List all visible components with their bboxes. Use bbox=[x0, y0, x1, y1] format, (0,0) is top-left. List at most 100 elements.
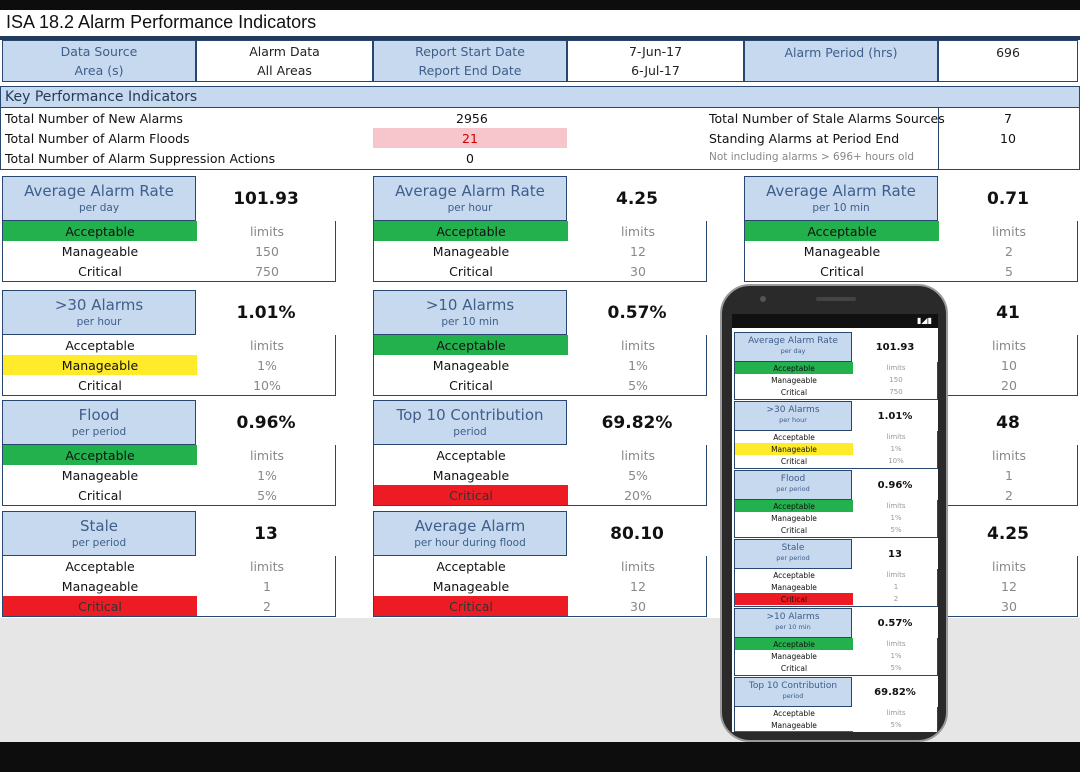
level-acceptable: Acceptable bbox=[374, 221, 568, 241]
alarm-period-label: Alarm Period (hrs) bbox=[784, 45, 898, 60]
level-manageable: Manageable bbox=[432, 467, 510, 483]
phone-level-manageable: Manageable bbox=[771, 582, 817, 592]
card-value: 48 bbox=[996, 412, 1020, 433]
critical-limit: 2 bbox=[1005, 487, 1013, 503]
level-critical: Critical bbox=[78, 487, 122, 503]
critical-limit: 5 bbox=[1005, 263, 1013, 279]
card-title-box: >30 Alarms per hour bbox=[2, 290, 196, 335]
card-value: 0.57% bbox=[607, 302, 667, 323]
title-divider bbox=[0, 36, 1080, 40]
phone-card-value: 1.01% bbox=[877, 410, 913, 422]
card-thresholds: Acceptable Manageable Critical limits 1% 10% bbox=[2, 335, 336, 396]
card-title-box: >10 Alarms per 10 min bbox=[373, 290, 567, 335]
phone-manageable-limit: 150 bbox=[889, 376, 903, 384]
card-title: Average Alarm Rate bbox=[395, 182, 545, 200]
level-acceptable: Acceptable bbox=[436, 558, 506, 574]
card-value: 69.82% bbox=[601, 412, 673, 433]
card-thresholds: Acceptable Manageable Critical limits 150 750 bbox=[2, 221, 336, 282]
report-dates-header: Report Start Date Report End Date bbox=[373, 40, 567, 82]
phone-card-subtitle: per period bbox=[776, 485, 810, 493]
phone-screen: ▮◢▮ Average Alarm Rate per day 101.93 Accep… bbox=[732, 314, 938, 732]
card-title-box: Average Alarm Rate per day bbox=[2, 176, 196, 221]
limits-header: limits bbox=[620, 447, 655, 463]
card-value: 41 bbox=[996, 302, 1020, 323]
level-acceptable: Acceptable bbox=[65, 337, 135, 353]
phone-card-title: Average Alarm Rate bbox=[748, 336, 838, 346]
level-manageable: Manageable bbox=[432, 578, 510, 594]
data-source-header: Data Source Area (s) bbox=[2, 40, 196, 82]
level-critical: Critical bbox=[374, 596, 568, 616]
area-label: Area (s) bbox=[74, 63, 124, 78]
floods-label: Total Number of Alarm Floods bbox=[5, 131, 190, 146]
card-subtitle: period bbox=[453, 426, 487, 438]
phone-card-title-box: Top 10 Contribution period bbox=[734, 677, 852, 707]
data-source-values: Alarm Data All Areas bbox=[196, 40, 373, 82]
top-border bbox=[0, 0, 1080, 10]
card-title-box: Average Alarm Rate per hour bbox=[373, 176, 567, 221]
phone-critical-limit: 750 bbox=[889, 388, 903, 396]
report-start-value[interactable]: 7-Jun-17 bbox=[628, 44, 683, 59]
report-end-value[interactable]: 6-Jul-17 bbox=[631, 63, 680, 78]
card-subtitle: per hour bbox=[447, 202, 493, 214]
card-value: 13 bbox=[254, 523, 278, 544]
phone-level-manageable: Manageable bbox=[771, 513, 817, 523]
phone-level-manageable: Manageable bbox=[771, 720, 817, 730]
phone-card-title-box: Stale per period bbox=[734, 539, 852, 569]
phone-card-title: >10 Alarms bbox=[766, 612, 820, 622]
phone-card-title-box: Average Alarm Rate per day bbox=[734, 332, 852, 362]
phone-card-title: Stale bbox=[781, 543, 805, 553]
card-title-box: Stale per period bbox=[2, 511, 196, 556]
critical-limit: 10% bbox=[253, 377, 281, 393]
phone-limits-header: limits bbox=[886, 640, 906, 648]
manageable-limit: 1% bbox=[257, 467, 277, 483]
card-title: >30 Alarms bbox=[54, 296, 144, 314]
alarm-period-cell[interactable]: 696 bbox=[938, 40, 1078, 82]
report-dates-values: 7-Jun-17 6-Jul-17 bbox=[567, 40, 744, 82]
level-critical: Critical bbox=[374, 485, 568, 505]
phone-level-critical: Critical bbox=[780, 525, 808, 535]
card-value: 101.93 bbox=[233, 188, 299, 209]
report-start-label: Report Start Date bbox=[415, 44, 525, 59]
phone-level-manageable: Manageable bbox=[771, 375, 817, 385]
card-subtitle: per hour during flood bbox=[414, 537, 526, 549]
card-title: Stale bbox=[80, 517, 118, 535]
phone-card-thresholds: Acceptable Manageable Critical limits 1% 5% bbox=[734, 500, 938, 538]
suppression-value: 0 bbox=[466, 151, 474, 166]
card-title-box: Top 10 Contribution period bbox=[373, 400, 567, 445]
card-thresholds: Acceptable Manageable Critical limits 12 30 bbox=[373, 556, 707, 617]
card-thresholds: Acceptable Manageable Critical limits 1% 5% bbox=[373, 335, 707, 396]
kpi-section-title: Key Performance Indicators bbox=[5, 89, 198, 105]
floods-value-cell: 21 bbox=[373, 128, 567, 148]
phone-level-acceptable: Acceptable bbox=[773, 570, 815, 580]
phone-card-value: 0.57% bbox=[877, 617, 913, 629]
card-value: 1.01% bbox=[236, 302, 296, 323]
phone-card-title-box: >30 Alarms per hour bbox=[734, 401, 852, 431]
area-value[interactable]: All Areas bbox=[257, 63, 312, 78]
phone-manageable-limit: 5% bbox=[890, 721, 902, 729]
level-acceptable: Acceptable bbox=[65, 558, 135, 574]
phone-card-title: Flood bbox=[780, 474, 806, 484]
phone-level-critical: Critical bbox=[780, 456, 808, 466]
card-title: >10 Alarms bbox=[425, 296, 515, 314]
camera-icon bbox=[760, 296, 766, 302]
card-subtitle: per period bbox=[71, 537, 127, 549]
manageable-limit: 12 bbox=[630, 578, 646, 594]
phone-card-title-box: Flood per period bbox=[734, 470, 852, 500]
level-manageable: Manageable bbox=[61, 467, 139, 483]
card-subtitle: per day bbox=[78, 202, 120, 214]
card-subtitle: per hour bbox=[76, 316, 122, 328]
new-alarms-value: 2956 bbox=[456, 111, 488, 126]
data-source-value[interactable]: Alarm Data bbox=[249, 44, 320, 59]
phone-level-acceptable: Acceptable bbox=[773, 708, 815, 718]
critical-limit: 20 bbox=[1001, 377, 1017, 393]
critical-limit: 30 bbox=[1001, 598, 1017, 614]
limits-header: limits bbox=[991, 337, 1026, 353]
phone-card-value: 101.93 bbox=[875, 341, 915, 353]
card-thresholds: Acceptable Manageable Critical limits 1 2 bbox=[2, 556, 336, 617]
standing-note: Not including alarms > 696+ hours old bbox=[709, 151, 915, 163]
manageable-limit: 5% bbox=[628, 467, 648, 483]
data-source-label: Data Source bbox=[60, 44, 138, 59]
level-manageable: Manageable bbox=[432, 243, 510, 259]
card-subtitle: per 10 min bbox=[812, 202, 870, 214]
phone-manageable-limit: 1% bbox=[890, 445, 902, 453]
